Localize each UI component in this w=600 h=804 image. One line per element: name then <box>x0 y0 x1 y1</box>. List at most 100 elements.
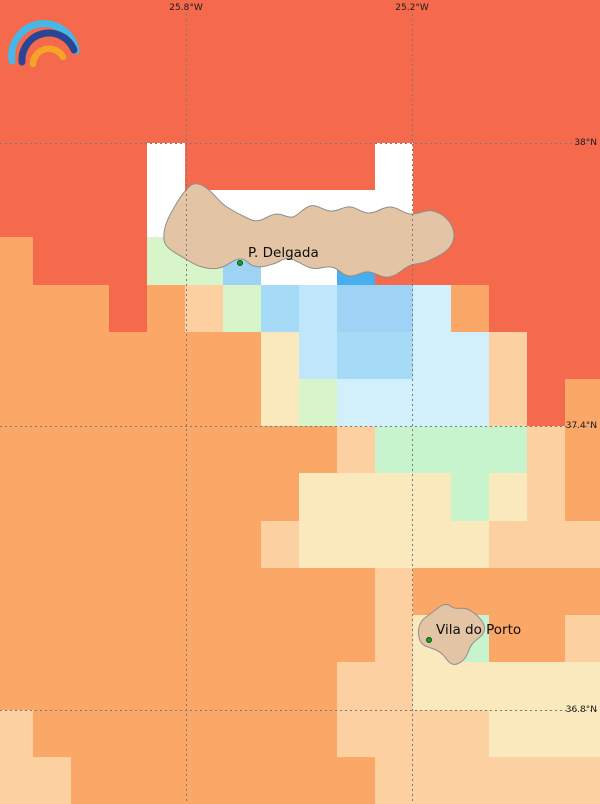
grid-cell <box>299 285 337 332</box>
grid-cell <box>299 426 337 473</box>
grid-cell <box>0 662 33 710</box>
grid-cell <box>0 332 33 379</box>
grid-cell <box>33 426 71 473</box>
grid-cell <box>0 49 33 96</box>
grid-cell <box>71 615 109 662</box>
town-marker-dot <box>426 637 432 643</box>
grid-cell <box>109 568 147 615</box>
grid-cell <box>489 521 527 568</box>
rainbow-logo-icon <box>8 20 80 68</box>
grid-cell <box>489 757 527 804</box>
grid-cell <box>565 521 600 568</box>
grid-cell <box>261 332 299 379</box>
grid-cell <box>527 285 565 332</box>
grid-cell <box>489 662 527 710</box>
grid-cell <box>451 190 489 237</box>
grid-cell <box>109 237 147 285</box>
grid-cell <box>565 662 600 710</box>
grid-cell <box>147 615 185 662</box>
rainbow-arc <box>29 45 67 68</box>
grid-cell <box>375 332 413 379</box>
grid-cell <box>337 332 375 379</box>
grid-cell <box>413 332 451 379</box>
grid-cell <box>565 190 600 237</box>
longitude-label: 25.8°W <box>169 3 203 13</box>
grid-cell <box>413 49 451 96</box>
grid-cell <box>71 473 109 521</box>
grid-cell <box>147 332 185 379</box>
grid-cell <box>299 143 337 190</box>
grid-cell <box>109 426 147 473</box>
grid-cell <box>299 710 337 757</box>
grid-cell <box>565 49 600 96</box>
grid-cell <box>527 0 565 49</box>
grid-cell <box>489 143 527 190</box>
grid-cell <box>527 237 565 285</box>
grid-cell <box>223 426 261 473</box>
rainbow-arc <box>8 20 80 65</box>
grid-cell <box>33 285 71 332</box>
grid-cell <box>223 662 261 710</box>
grid-cell <box>299 0 337 49</box>
grid-cell <box>185 96 223 143</box>
grid-cell <box>565 332 600 379</box>
grid-cell <box>413 662 451 710</box>
grid-cell <box>451 379 489 426</box>
grid-cell <box>451 96 489 143</box>
grid-cell <box>565 237 600 285</box>
latitude-label: 36.8°N <box>565 705 597 715</box>
grid-cell <box>185 568 223 615</box>
grid-cell <box>261 379 299 426</box>
grid-cell <box>147 568 185 615</box>
grid-cell <box>299 332 337 379</box>
grid-cell <box>147 379 185 426</box>
grid-cell <box>451 662 489 710</box>
grid-cell <box>185 662 223 710</box>
grid-cell <box>337 521 375 568</box>
grid-cell <box>223 757 261 804</box>
grid-cell <box>261 662 299 710</box>
grid-cell <box>33 615 71 662</box>
grid-cell <box>337 710 375 757</box>
grid-cell <box>565 615 600 662</box>
grid-cell <box>223 710 261 757</box>
grid-cell <box>147 426 185 473</box>
grid-cell <box>451 757 489 804</box>
grid-cell <box>109 615 147 662</box>
grid-cell <box>337 0 375 49</box>
grid-cell <box>261 473 299 521</box>
grid-cell <box>299 379 337 426</box>
grid-cell <box>527 710 565 757</box>
grid-cell <box>337 473 375 521</box>
grid-cell <box>337 379 375 426</box>
grid-cell <box>299 662 337 710</box>
grid-cell <box>527 757 565 804</box>
grid-cell <box>375 473 413 521</box>
grid-cell <box>147 49 185 96</box>
grid-cell <box>0 237 33 285</box>
latitude-label: 37.4°N <box>565 421 597 431</box>
grid-cell <box>109 662 147 710</box>
grid-cell <box>337 49 375 96</box>
grid-cell <box>109 521 147 568</box>
grid-cell <box>413 710 451 757</box>
grid-cell <box>375 568 413 615</box>
grid-cell <box>71 662 109 710</box>
grid-cell <box>147 96 185 143</box>
grid-cell <box>489 0 527 49</box>
grid-cell <box>337 143 375 190</box>
grid-cell <box>565 757 600 804</box>
grid-cell <box>337 662 375 710</box>
parallel-gridline <box>0 143 600 144</box>
grid-cell <box>33 521 71 568</box>
grid-cell <box>33 379 71 426</box>
grid-cell <box>0 143 33 190</box>
grid-cell <box>413 757 451 804</box>
grid-cell <box>261 757 299 804</box>
grid-cell <box>0 379 33 426</box>
grid-cell <box>261 143 299 190</box>
grid-cell <box>109 190 147 237</box>
grid-cell <box>109 379 147 426</box>
